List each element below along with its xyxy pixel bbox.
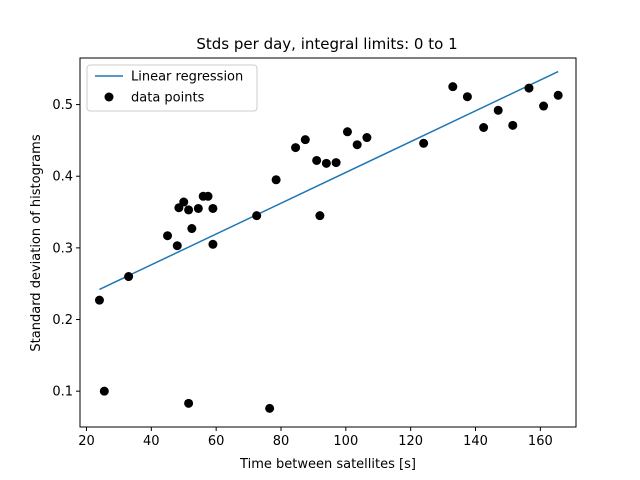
x-tick-label: 100 xyxy=(333,434,358,449)
data-point xyxy=(362,133,372,143)
data-point xyxy=(179,197,189,207)
data-point xyxy=(300,135,310,145)
data-point xyxy=(184,205,194,215)
data-point xyxy=(524,83,534,93)
data-point xyxy=(493,105,503,115)
x-tick-label: 40 xyxy=(143,434,160,449)
data-point xyxy=(124,272,134,282)
data-point xyxy=(321,158,331,168)
legend-label-points: data points xyxy=(131,91,205,106)
x-tick-label: 140 xyxy=(463,434,488,449)
data-point xyxy=(462,92,472,102)
plot-area xyxy=(94,70,563,413)
y-tick-label: 0.2 xyxy=(52,313,73,328)
chart-title: Stds per day, integral limits: 0 to 1 xyxy=(196,35,457,53)
y-tick-label: 0.3 xyxy=(52,241,73,256)
data-point xyxy=(265,403,275,413)
data-point xyxy=(271,175,281,185)
x-tick-label: 120 xyxy=(398,434,423,449)
data-point xyxy=(539,101,549,111)
legend-marker-swatch xyxy=(104,92,114,102)
legend-box xyxy=(86,64,258,112)
data-point xyxy=(553,90,563,100)
x-axis: 20 40 60 80 100 120 140 160 xyxy=(78,427,553,449)
data-point xyxy=(208,203,218,213)
y-axis: 0.1 0.2 0.3 0.4 0.5 xyxy=(52,98,80,400)
data-point xyxy=(208,239,218,249)
x-tick-label: 160 xyxy=(528,434,553,449)
data-point xyxy=(508,120,518,130)
data-point xyxy=(331,158,341,168)
legend: Linear regression data points xyxy=(86,64,258,112)
data-point xyxy=(184,398,194,408)
y-axis-label: Standard deviation of histograms xyxy=(29,134,44,351)
data-point xyxy=(187,224,197,234)
x-tick-label: 20 xyxy=(78,434,95,449)
x-tick-label: 60 xyxy=(208,434,225,449)
data-point xyxy=(312,155,322,165)
data-point xyxy=(479,123,489,133)
data-point xyxy=(342,127,352,137)
data-point xyxy=(315,211,325,221)
plot-frame xyxy=(79,57,577,428)
y-tick-label: 0.1 xyxy=(52,385,73,400)
x-tick-label: 80 xyxy=(273,434,290,449)
data-point xyxy=(203,191,213,201)
data-point xyxy=(172,241,182,251)
data-point xyxy=(419,138,429,148)
legend-label-regression: Linear regression xyxy=(131,70,243,85)
data-point xyxy=(94,295,104,305)
data-point xyxy=(352,140,362,150)
data-point xyxy=(291,143,301,153)
y-tick-label: 0.4 xyxy=(52,170,73,185)
data-point xyxy=(99,386,109,396)
x-axis-label: Time between satellites [s] xyxy=(239,457,416,472)
data-point xyxy=(163,231,173,241)
data-point xyxy=(448,82,458,92)
data-point xyxy=(193,203,203,213)
regression-line xyxy=(99,70,559,291)
y-tick-label: 0.5 xyxy=(52,98,73,113)
data-point xyxy=(252,211,262,221)
